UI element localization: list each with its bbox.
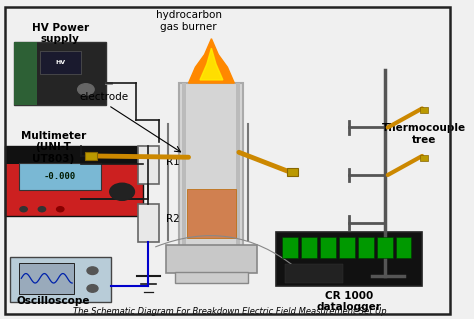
FancyBboxPatch shape [236,83,240,248]
FancyBboxPatch shape [396,237,411,258]
FancyBboxPatch shape [138,146,159,184]
FancyBboxPatch shape [420,108,428,113]
FancyBboxPatch shape [301,237,317,258]
FancyBboxPatch shape [19,163,101,190]
Circle shape [87,267,98,274]
Circle shape [56,207,64,212]
Text: CR 1000
datalogger: CR 1000 datalogger [317,291,381,312]
Text: R2: R2 [165,214,179,224]
FancyBboxPatch shape [275,232,422,286]
Circle shape [20,207,27,212]
FancyBboxPatch shape [14,42,106,105]
Text: HV Power
supply: HV Power supply [32,23,89,44]
FancyBboxPatch shape [138,204,159,241]
FancyBboxPatch shape [14,42,37,105]
FancyBboxPatch shape [339,237,355,258]
Text: hydrocarbon
gas burner: hydrocarbon gas burner [155,10,221,32]
Text: The Schematic Diagram For Breakdown Electric Field Measurement Set Up: The Schematic Diagram For Breakdown Elec… [73,307,387,316]
Circle shape [38,207,46,212]
FancyBboxPatch shape [187,189,236,238]
FancyBboxPatch shape [5,146,143,164]
Circle shape [109,183,135,200]
FancyBboxPatch shape [420,155,428,161]
FancyBboxPatch shape [165,245,257,273]
Circle shape [87,285,98,292]
FancyBboxPatch shape [283,237,298,258]
FancyBboxPatch shape [182,83,186,248]
Text: electrode: electrode [79,92,128,102]
FancyBboxPatch shape [358,237,374,258]
FancyBboxPatch shape [40,51,82,74]
FancyBboxPatch shape [377,237,392,258]
FancyBboxPatch shape [285,264,343,283]
FancyBboxPatch shape [287,168,299,176]
Polygon shape [200,48,223,80]
Text: Multimeter
(UNI-T
UT803): Multimeter (UNI-T UT803) [21,130,86,164]
Text: HV: HV [55,60,65,65]
Polygon shape [189,39,234,83]
FancyBboxPatch shape [19,263,74,294]
Text: Thermocouple
tree: Thermocouple tree [383,123,466,145]
FancyBboxPatch shape [320,237,336,258]
FancyBboxPatch shape [85,152,97,160]
FancyBboxPatch shape [5,146,143,216]
FancyBboxPatch shape [10,257,110,302]
Text: Oscilloscope: Oscilloscope [17,296,90,307]
FancyBboxPatch shape [179,83,244,248]
Text: -0.000: -0.000 [44,172,76,181]
Text: R1: R1 [165,157,179,167]
FancyBboxPatch shape [175,272,248,283]
Circle shape [78,84,94,95]
